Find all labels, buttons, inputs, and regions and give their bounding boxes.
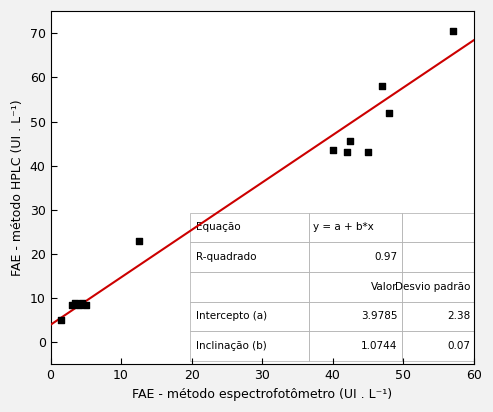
Point <box>347 138 354 145</box>
Point <box>75 302 83 308</box>
X-axis label: FAE - método espectrofotômetro (UI . L⁻¹): FAE - método espectrofotômetro (UI . L⁻¹… <box>132 388 392 401</box>
Point <box>57 317 65 323</box>
Point <box>364 149 372 156</box>
Y-axis label: FAE - método HPLC (UI . L⁻¹): FAE - método HPLC (UI . L⁻¹) <box>11 99 24 276</box>
Point <box>135 237 142 244</box>
Point <box>378 83 386 89</box>
Point <box>329 147 337 154</box>
Point <box>82 302 90 308</box>
Point <box>449 28 457 34</box>
Point <box>386 110 393 116</box>
Point <box>343 149 351 156</box>
Point <box>68 302 75 308</box>
Point <box>71 300 79 306</box>
Point <box>78 300 86 306</box>
